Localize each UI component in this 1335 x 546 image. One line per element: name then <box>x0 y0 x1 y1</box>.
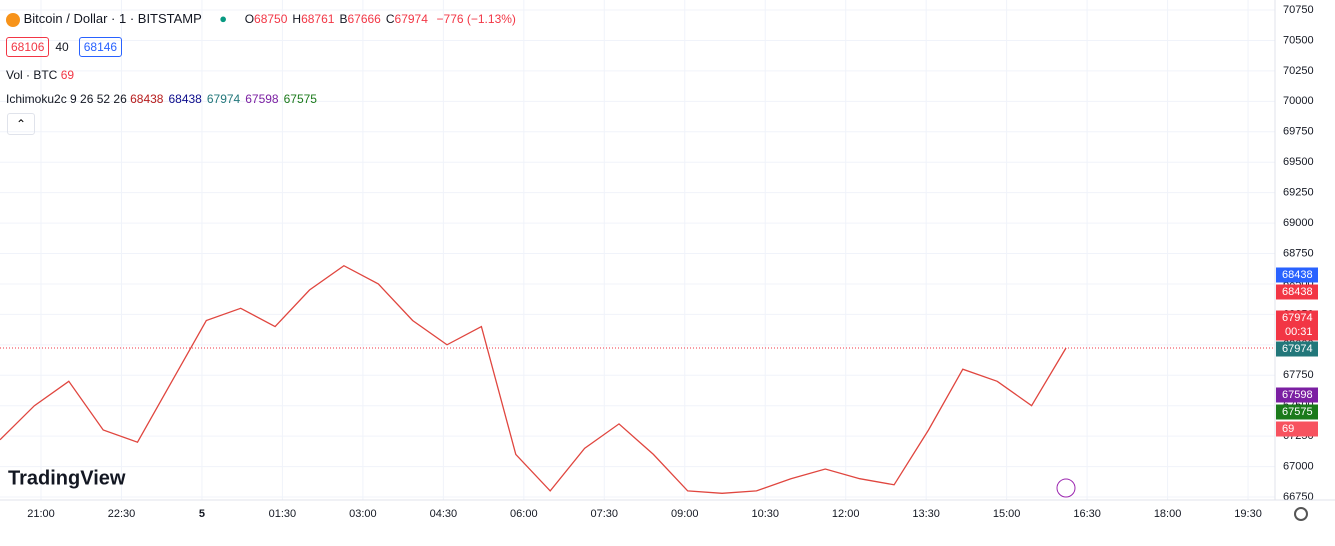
symbol-row: Bitcoin / Dollar · 1 · BITSTAMP ● O68750… <box>6 11 516 27</box>
x-tick-label: 21:00 <box>27 508 55 520</box>
price-tag-label: 68438 <box>1282 269 1313 281</box>
price-tag <box>1276 404 1318 420</box>
indicator-value: 68438 <box>130 92 164 106</box>
price-tag <box>1276 267 1318 283</box>
quote-row: 68106 40 68146 <box>6 37 128 57</box>
y-tick-label: 66750 <box>1283 491 1314 503</box>
logo: TradingView <box>8 467 126 489</box>
settings-icon[interactable] <box>1294 507 1308 521</box>
y-tick-label: 70000 <box>1283 95 1314 107</box>
y-tick-label: 70750 <box>1283 4 1314 16</box>
indicator-value: 67974 <box>206 92 241 106</box>
ohlc-label: C <box>385 12 395 26</box>
price-tag-label: 68438 <box>1282 286 1313 298</box>
x-tick-label: 16:30 <box>1073 508 1101 520</box>
change: −776 (−1.13%) <box>436 12 516 26</box>
bid[interactable]: 68106 <box>6 37 50 57</box>
x-tick-label: 19:30 <box>1234 508 1262 520</box>
x-tick-label: 15:00 <box>993 508 1021 520</box>
indicator-name: Ichimoku2c 9 26 52 26 <box>6 92 127 106</box>
symbol: Bitcoin / Dollar · 1 · BITSTAMP <box>23 11 202 26</box>
y-tick-label: 69250 <box>1283 187 1314 199</box>
btc-icon <box>6 12 20 27</box>
y-tick-label: 70500 <box>1283 34 1314 46</box>
price-tag-label: 69 <box>1282 423 1294 435</box>
y-tick-label: 68750 <box>1283 247 1314 259</box>
price-line <box>0 264 1067 494</box>
x-tick-label: 07:30 <box>591 508 619 520</box>
indicator-values: 69 <box>61 68 79 82</box>
ohlc-value: 67666 <box>347 12 381 26</box>
x-tick-label: 5 <box>199 508 205 520</box>
x-tick-label: 03:00 <box>349 508 377 520</box>
spread: 40 <box>55 40 69 54</box>
x-tick-label: 22:30 <box>108 508 136 520</box>
indicator-values: 68438 68438 67974 67598 67575 <box>130 92 322 106</box>
x-tick-label: 12:00 <box>832 508 860 520</box>
countdown: 00:31 <box>1285 326 1313 338</box>
price-tag-label: 67598 <box>1282 389 1313 401</box>
ask[interactable]: 68146 <box>78 37 123 57</box>
ohlc-label: H <box>292 12 302 26</box>
indicator-value: 67575 <box>283 92 317 106</box>
ohlc-value: 67974 <box>394 12 428 26</box>
indicator-row: Vol · BTC 69 <box>6 68 79 82</box>
ohlc-label: O <box>244 12 255 26</box>
price-tag-label: 67974 <box>1282 312 1313 324</box>
price-tag <box>1276 387 1318 403</box>
indicator-value: 69 <box>60 68 75 82</box>
price-tag-label: 67974 <box>1282 343 1313 355</box>
y-tick-label: 70250 <box>1283 65 1314 77</box>
ohlc: O68750 H68761 B67666 C67974 <box>245 12 433 26</box>
price-tag <box>1276 284 1318 300</box>
alert-icon[interactable] <box>1056 478 1076 498</box>
y-tick-label: 67750 <box>1283 369 1314 381</box>
y-tick-label: 69750 <box>1283 126 1314 138</box>
indicator-value: 68438 <box>168 92 202 106</box>
collapse-button[interactable]: ⌃ <box>7 113 35 135</box>
y-tick-label: 69000 <box>1283 217 1314 229</box>
y-tick-label: 69500 <box>1283 156 1314 168</box>
indicator-name: Vol · BTC <box>6 68 58 82</box>
ohlc-value: 68761 <box>301 12 335 26</box>
x-tick-label: 10:30 <box>751 508 779 520</box>
x-tick-label: 01:30 <box>269 508 297 520</box>
indicator-value: 67598 <box>245 92 279 106</box>
indicator-row: Ichimoku2c 9 26 52 26 68438 68438 67974 675… <box>6 92 322 106</box>
x-tick-label: 13:30 <box>912 508 940 520</box>
price-tag <box>1276 310 1318 341</box>
x-tick-label: 06:00 <box>510 508 538 520</box>
price-tag <box>1276 421 1318 437</box>
y-tick-label: 67000 <box>1283 460 1314 472</box>
ohlc-label: B <box>339 12 348 26</box>
x-tick-label: 04:30 <box>430 508 458 520</box>
price-tag <box>1276 341 1318 357</box>
price-tag-label: 67575 <box>1282 406 1313 418</box>
x-tick-label: 09:00 <box>671 508 699 520</box>
x-tick-label: 18:00 <box>1154 508 1182 520</box>
ohlc-value: 68750 <box>254 12 288 26</box>
